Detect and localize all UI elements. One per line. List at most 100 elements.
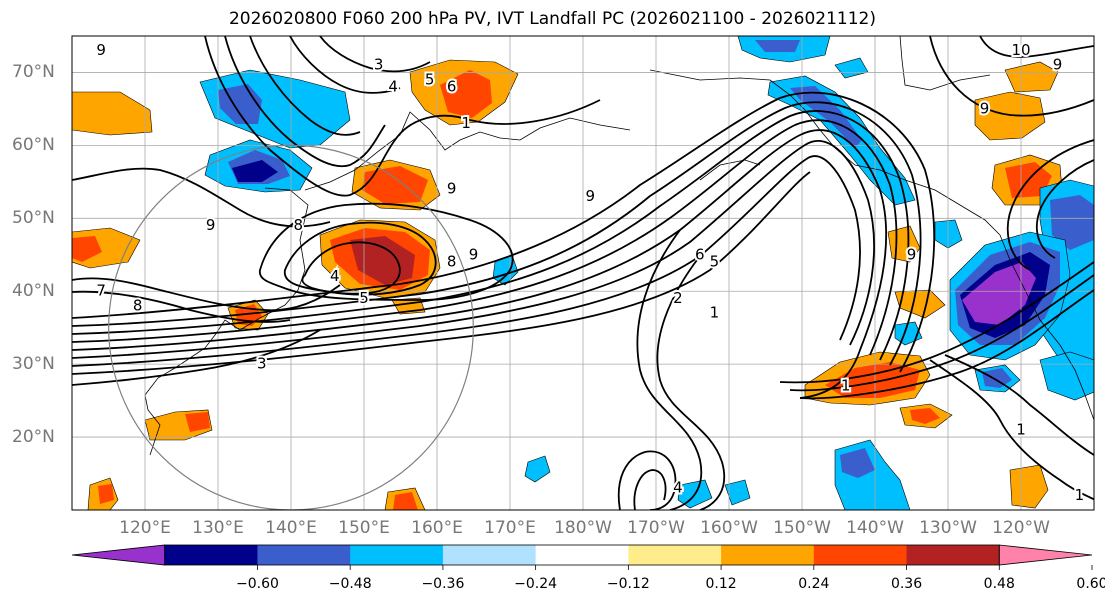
map-grid: [72, 36, 1094, 510]
colorbar-tick-label: 0.48: [983, 576, 1015, 592]
contour-label: 9: [980, 99, 990, 117]
ivt-positive-region: [350, 236, 415, 285]
ivt-positive-region: [185, 412, 210, 432]
pv-contour: [72, 140, 875, 359]
contour-label: 1: [1075, 486, 1085, 504]
ivt-positive-region: [974, 91, 1046, 141]
contour-label: 7: [96, 282, 106, 300]
contour-label-halo: 5: [425, 70, 435, 88]
range-circle: [108, 144, 474, 510]
pv-contour: [72, 101, 922, 366]
coastline: [699, 159, 761, 181]
pv-contour: [72, 129, 887, 399]
contour-label: 9: [586, 187, 596, 205]
contour-label-halo: 10: [1011, 41, 1030, 59]
ivt-negative-region: [840, 448, 875, 478]
coastline: [899, 36, 991, 91]
contour-label-halo: 9: [469, 245, 479, 263]
contour-label-halo: 6: [447, 78, 457, 96]
map-frame: [71, 35, 1095, 511]
longitude-label: 170°E: [484, 518, 536, 538]
contour-label-halo: 2: [673, 289, 683, 307]
contour-label: 10: [1011, 41, 1030, 59]
contour-label: 9: [447, 180, 457, 198]
colorbar-segment: [164, 545, 258, 565]
longitude-label: 120°W: [992, 518, 1050, 538]
contour-label-halo: 7: [96, 282, 106, 300]
longitude-label: 180°W: [554, 518, 612, 538]
contour-label: 9: [469, 245, 479, 263]
contour-label-halo: 9: [907, 245, 917, 263]
contour-label-halo: 4: [330, 267, 340, 285]
longitude-label: 150°W: [773, 518, 831, 538]
ivt-positive-region: [393, 492, 418, 510]
contour-label-halo: 5: [710, 253, 720, 271]
contour-label-halo: 9: [96, 41, 106, 59]
latitude-label: 50°N: [12, 208, 55, 229]
longitude-label: 170°W: [627, 518, 685, 538]
longitude-label: 130°W: [919, 518, 977, 538]
contour-label: 1: [841, 377, 851, 395]
coastline: [144, 187, 309, 456]
ivt-positive-region: [1009, 464, 1049, 509]
ivt-negative-region: [982, 368, 1012, 388]
colorbar-over-extension: [998, 544, 1093, 566]
pv-contour: [72, 119, 898, 356]
latitude-label: 70°N: [12, 62, 55, 83]
colorbar-segment: [628, 545, 722, 565]
pv-contour: [224, 36, 386, 168]
contour-label-halo: 9: [586, 187, 596, 205]
contour-label: 3: [374, 56, 384, 74]
colorbar-tick-label: −0.48: [328, 576, 372, 592]
longitude-label: 140°E: [265, 518, 317, 538]
colorbar-tick-label: −0.24: [514, 576, 558, 592]
ivt-negative-region: [724, 479, 751, 506]
ivt-positive-region: [98, 484, 114, 504]
pv-contour: [72, 329, 321, 386]
ivt-positive-region: [362, 166, 428, 204]
contour-label: 9: [206, 216, 216, 234]
longitude-label: 150°E: [338, 518, 390, 538]
contour-label: 6: [447, 78, 457, 96]
contour-label-halo: 8: [294, 216, 304, 234]
pv-contour: [617, 450, 677, 510]
contour-label: 5: [425, 70, 435, 88]
contour-label: 5: [359, 289, 369, 307]
contour-label-halo: 1: [1075, 486, 1085, 504]
latitude-label: 60°N: [12, 135, 55, 156]
pv-contour: [289, 36, 401, 94]
ivt-positive-region: [72, 236, 102, 262]
pv-contour: [72, 110, 910, 361]
pv-contour: [789, 274, 1094, 392]
ivt-positive-region: [1004, 61, 1059, 93]
pv-contour: [301, 241, 401, 295]
contour-label: 4: [330, 267, 340, 285]
contour-label-halo: 3: [374, 56, 384, 74]
longitude-label: 130°E: [192, 518, 244, 538]
longitude-label: 120°E: [119, 518, 171, 538]
colorbar-segment: [813, 545, 908, 565]
latitude-label: 40°N: [12, 281, 55, 302]
contour-label-halo: 1: [841, 377, 851, 395]
colorbar-segment: [257, 545, 351, 565]
colorbar: [71, 544, 1093, 570]
contour-label-halo: 4: [388, 78, 398, 96]
contour-label: 5: [710, 253, 720, 271]
contour-label-halo: 6: [695, 245, 705, 263]
contour-label-halo: 9: [1053, 56, 1063, 74]
pv-contour: [72, 277, 341, 312]
contour-label: 3: [257, 355, 267, 373]
pv-contour: [72, 167, 331, 228]
contour-label: 8: [447, 253, 457, 271]
contour-label-halo: 9: [447, 180, 457, 198]
pv-contour: [72, 290, 291, 323]
longitude-label: 160°W: [700, 518, 758, 538]
pv-contour: [249, 36, 361, 136]
pv-contour: [979, 36, 1094, 58]
longitude-label: 140°W: [846, 518, 904, 538]
pv-contour: [929, 36, 1094, 117]
contour-label-halo: 3: [257, 355, 267, 373]
colorbar-tick-label: −0.12: [606, 576, 650, 592]
